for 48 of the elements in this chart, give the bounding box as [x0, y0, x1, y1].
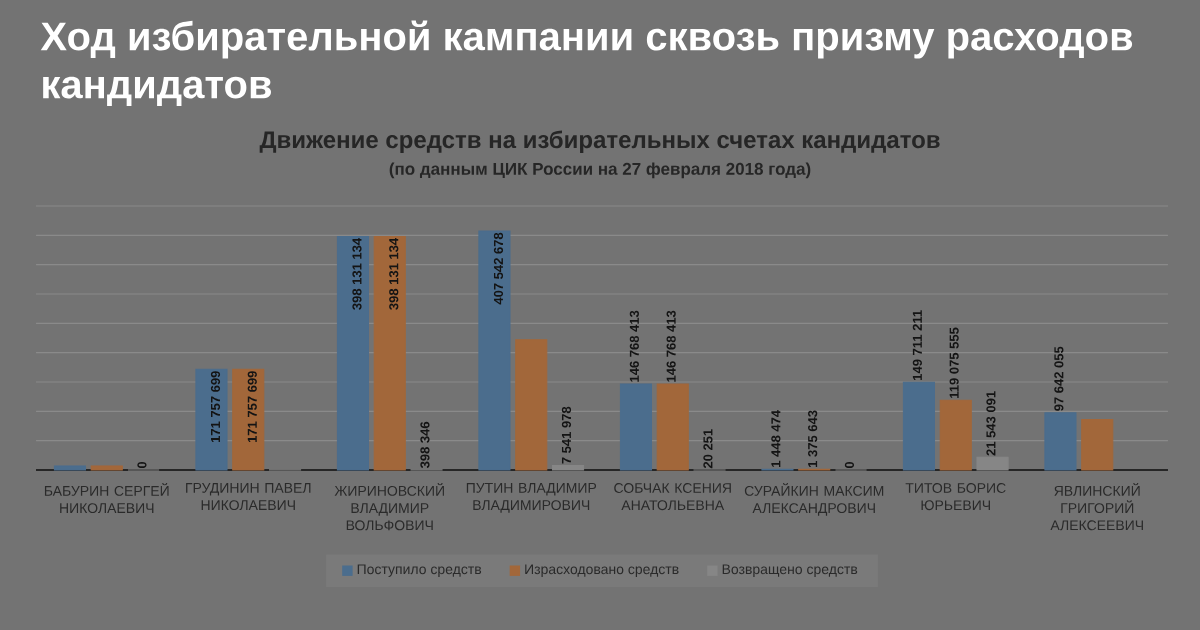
bar — [551, 465, 585, 471]
x-tick-label: ПУТИН ВЛАДИМИР ВЛАДИМИРОВИЧ — [466, 483, 597, 513]
data-label: 146 768 413 — [629, 310, 639, 382]
data-label: 1 375 643 — [808, 410, 818, 467]
x-tick-label: БАБУРИН СЕРГЕЙ НИКОЛАЕВИЧ — [44, 483, 169, 514]
bar — [656, 383, 689, 471]
chart-subtitle: (по данным ЦИК России на 27 февраля 2018 года) — [389, 162, 811, 179]
data-label: 398 131 134 — [389, 237, 399, 310]
x-tick-label: ГРУДИНИН ПАВЕЛ НИКОЛАЕВИЧ — [186, 483, 311, 511]
legend-label: Возвращено средств — [722, 564, 858, 577]
data-label: 398 346 — [420, 421, 430, 469]
x-tick-label: ЖИРИНОВСКИЙ ВЛАДИМИР ВОЛЬФОВИЧ — [334, 483, 444, 531]
data-label: 171 757 699 — [210, 371, 221, 443]
bar — [515, 339, 548, 471]
data-label: 1 448 474 — [771, 410, 781, 467]
text: Ход избирательной кампании сквозь призму расходов кандидатов — [40, 20, 1133, 107]
data-label: 20 251 — [703, 429, 713, 469]
x-tick-label: ЯВЛИНСКИЙ ГРИГОРИЙ АЛЕКСЕЕВИЧ — [1050, 483, 1143, 531]
bar — [976, 456, 1009, 471]
bar — [939, 399, 972, 471]
data-label: 21 543 091 — [986, 391, 996, 456]
legend-label: Израсходовано средств — [525, 564, 679, 577]
bar — [1044, 412, 1077, 471]
bar — [336, 235, 370, 471]
x-tick-label: СУРАЙКИН МАКСИМ АЛЕКСАНДРОВИЧ — [744, 483, 884, 516]
data-label: 97 642 055 — [1054, 346, 1064, 411]
bar — [478, 230, 511, 471]
x-tick-label: ТИТОВ БОРИС ЮРЬЕВИЧ — [905, 483, 1006, 511]
bar — [1081, 419, 1114, 471]
bar — [232, 368, 265, 471]
chart-title: Движение средств на избирательных счетах кандидатов — [259, 130, 940, 153]
data-label: 398 131 134 — [352, 237, 362, 310]
bar — [619, 383, 653, 471]
x-tick-label: СОБЧАК КСЕНИЯ АНАТОЛЬЕВНА — [614, 483, 731, 511]
data-label: 0 — [137, 461, 147, 469]
bar — [373, 235, 406, 471]
data-label: 7 541 978 — [561, 406, 572, 464]
data-label: 149 711 211 — [912, 310, 922, 380]
bar — [90, 465, 123, 471]
bar — [53, 465, 87, 471]
legend-label: Поступило средств — [357, 564, 482, 577]
data-label: 0 — [844, 461, 855, 469]
data-label: 171 757 699 — [247, 371, 257, 443]
data-label: 407 542 678 — [493, 232, 504, 305]
bar — [902, 381, 936, 471]
bar — [195, 368, 228, 471]
data-label: 146 768 413 — [666, 310, 676, 382]
data-label: 119 075 555 — [949, 327, 959, 398]
